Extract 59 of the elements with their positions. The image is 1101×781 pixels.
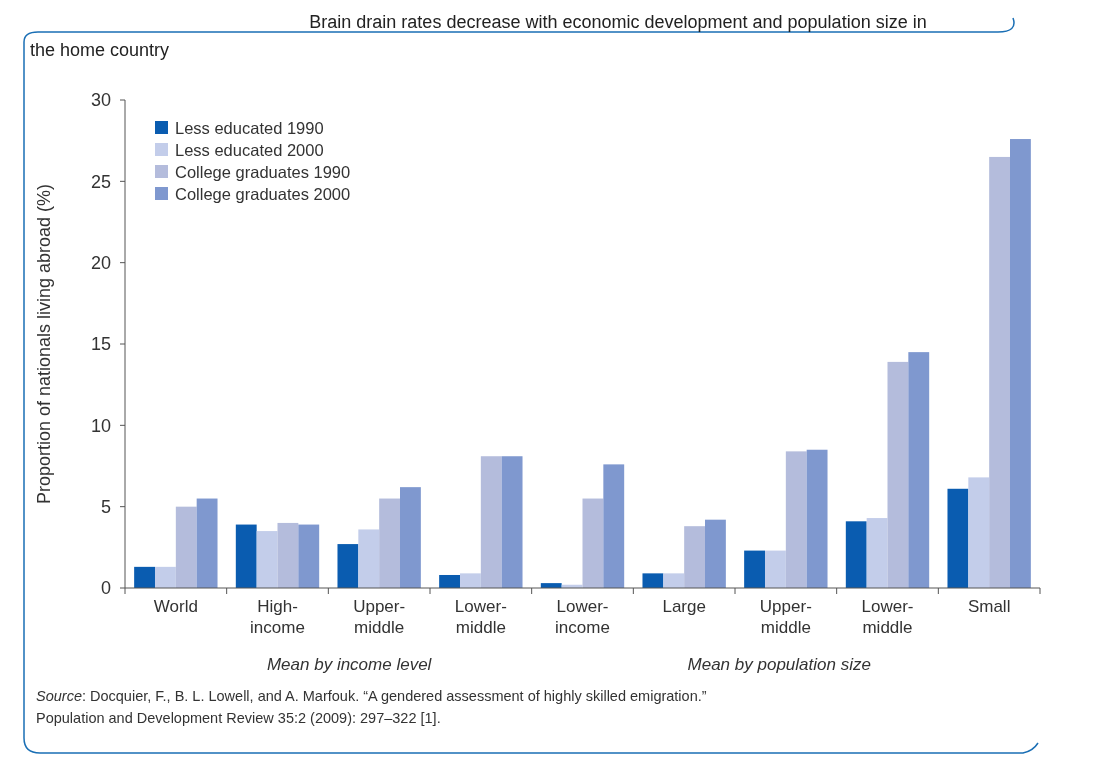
chart-title: Brain drain rates decrease with economic development and population size in the home country [30,12,927,60]
bar [154,566,176,588]
bar [866,518,888,588]
bar [603,464,625,588]
y-tick-label: 10 [90,415,111,436]
x-tick-label: Lower-middle [454,597,507,637]
y-tick-label: 30 [90,90,111,111]
y-tick-label: 15 [90,334,111,355]
legend-label: College graduates 1990 [175,162,351,181]
bar [277,522,299,588]
bar [459,573,481,588]
legend-label: Less educated 2000 [175,140,324,159]
bar [337,544,359,588]
x-tick-label: High-income [250,597,305,637]
x-tick-label: Small [967,597,1011,616]
legend-label: Less educated 1990 [175,118,324,137]
text: Mean by income level [266,655,433,674]
x-tick-label: Upper-middle [759,597,812,637]
x-tick-label: Lower-income [555,597,610,637]
bar [235,524,257,588]
bar [744,550,765,588]
bar [845,521,867,588]
y-tick-label: 25 [90,171,111,192]
bar [764,550,786,588]
bar [439,574,460,588]
bar [1010,139,1031,588]
x-tick-label: World [153,597,198,616]
bar [582,498,604,588]
y-tick-label: 0 [100,578,111,599]
bar [684,526,706,588]
bar [887,361,909,588]
bar [358,529,380,588]
y-tick-label: 5 [100,496,111,517]
bar [989,156,1011,588]
bar [400,487,421,588]
bar [908,352,930,588]
bar [785,451,807,588]
bar [968,477,990,588]
x-tick-label: Large [662,597,706,616]
y-tick-label: 20 [90,252,111,273]
x-tick-label: Lower-middle [861,597,914,637]
bar [806,449,828,588]
bar [379,498,401,588]
legend-label: College graduates 2000 [175,184,351,203]
bar [705,519,726,588]
bar [196,498,218,588]
bar [175,506,197,588]
y-axis-title: Proportion of nationals living abroad (%) [34,183,54,505]
source-note: Source: Docquier, F., B. L. Lowell, and A. Marfouk. “A gendered assessment of highly skilled emigration.” Population and Development Review 35:2 (2009): 297–322 [1]. [36,688,707,726]
bar [256,531,278,588]
bar [947,488,969,588]
bar [501,456,523,588]
bar [663,573,685,588]
bar [642,573,664,588]
bar [134,566,155,588]
x-tick-label: Upper-middle [353,597,406,637]
bar [480,456,502,588]
bar [298,524,320,588]
text: Mean by population size [687,655,871,674]
